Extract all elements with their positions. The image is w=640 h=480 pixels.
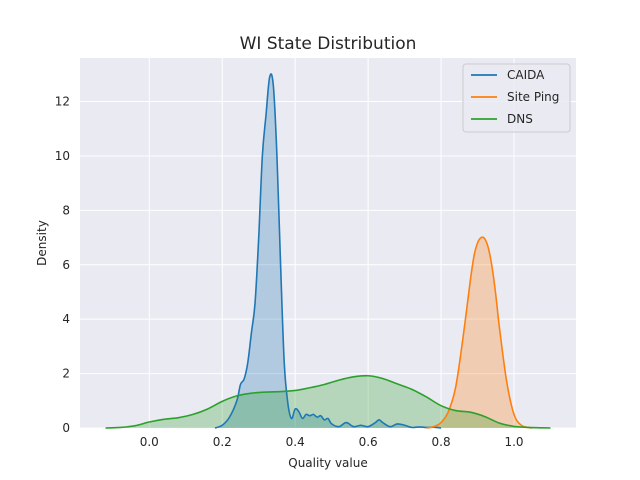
y-tick-label: 8 [62,203,70,217]
density-lines [105,73,551,429]
y-tick-label: 12 [55,95,70,109]
y-tick-label: 6 [62,258,70,272]
legend-label-dns: DNS [507,112,533,126]
caida-density-fill [214,73,442,428]
y-tick-label: 0 [62,421,70,435]
legend-label-caida: CAIDA [507,68,545,82]
y-axis-label: Density [35,220,49,266]
x-tick-label: 0.6 [359,435,378,449]
y-tick-label: 4 [62,312,70,326]
dns-density-fill [105,375,551,428]
y-tick-label: 2 [62,367,70,381]
grid [80,58,576,429]
dns-density-line [105,374,551,429]
x-tick-label: 0.0 [140,435,159,449]
legend-label-site-ping: Site Ping [507,90,559,104]
x-axis-label: Quality value [288,456,367,470]
x-tick-label: 1.0 [504,435,523,449]
site-ping-density-line [426,236,533,429]
x-tick-label: 0.2 [213,435,232,449]
x-axis-ticks: 0.0 0.2 0.4 0.6 0.8 1.0 [140,435,524,449]
legend-box [462,63,571,133]
y-tick-label: 10 [55,149,70,163]
y-axis-ticks: 0 2 4 6 8 10 12 [55,95,70,435]
chart-title: WI State Distribution [240,34,417,54]
x-tick-label: 0.8 [432,435,451,449]
x-tick-label: 0.4 [286,435,305,449]
caida-density-line [214,73,442,429]
legend: CAIDA Site Ping DNS [462,63,571,133]
